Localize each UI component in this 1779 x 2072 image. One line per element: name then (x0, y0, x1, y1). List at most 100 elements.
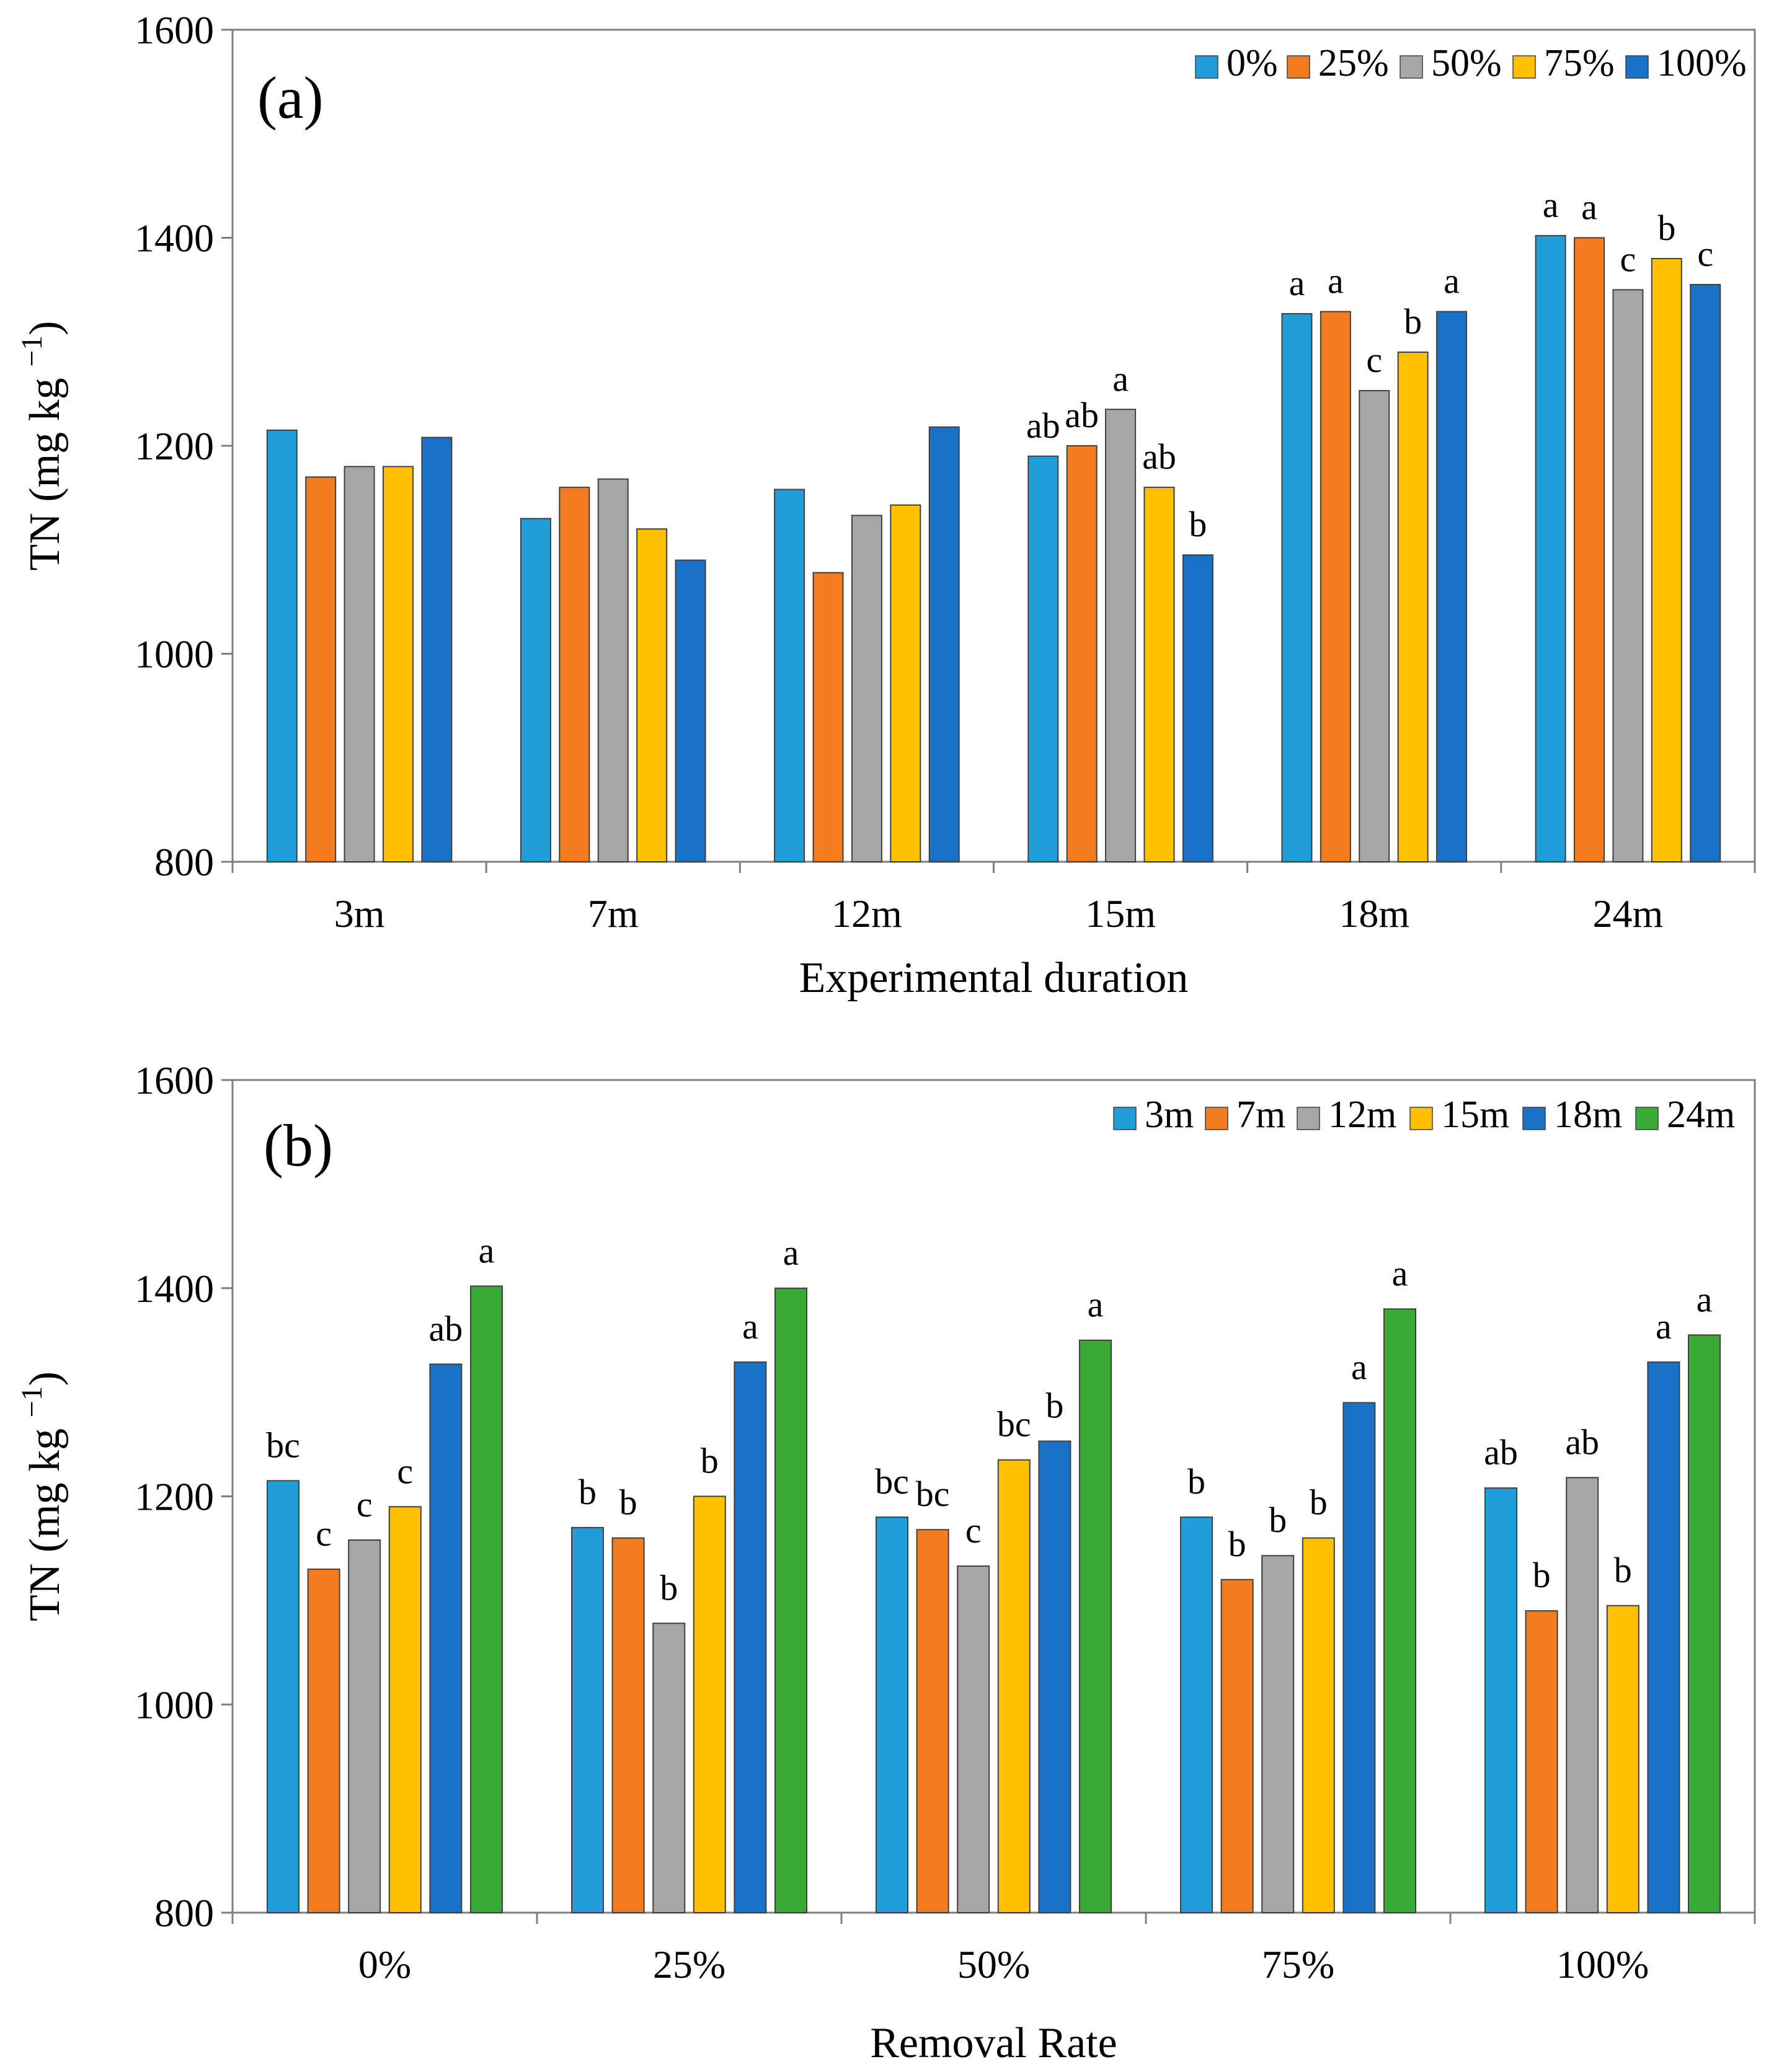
x-tick-label: 18m (1339, 892, 1409, 936)
significance-label: ab (1026, 405, 1060, 446)
significance-label: b (1269, 1500, 1287, 1540)
x-tick-label: 75% (1262, 1942, 1334, 1986)
bar-18m-75pct (1342, 1402, 1376, 1914)
legend: 0% 25% 50% 75% 100% (1195, 42, 1747, 84)
significance-label: c (1366, 340, 1382, 380)
bar-24m-50pct (1079, 1339, 1112, 1913)
bar-50pct-15m (1105, 409, 1137, 862)
bar-18m-100pct (1647, 1361, 1680, 1913)
y-tick-label: 1200 (135, 1475, 214, 1519)
significance-label: a (783, 1233, 799, 1273)
significance-label: b (660, 1567, 678, 1608)
bar-7m-100pct (1525, 1610, 1558, 1914)
significance-label: c (965, 1510, 982, 1551)
legend-label-7m: 7m (1236, 1094, 1285, 1136)
legend-label-0pct: 0% (1227, 42, 1278, 84)
y-tick-label: 1000 (135, 1683, 214, 1727)
x-tick-label: 12m (832, 892, 902, 936)
bar-25pct-24m (1574, 237, 1605, 862)
bar-25pct-3m (305, 476, 337, 862)
significance-label: ab (1484, 1432, 1518, 1472)
bar-100pct-18m (1436, 311, 1468, 863)
bar-25pct-15m (1066, 445, 1098, 862)
y-tick-label: 800 (154, 1891, 214, 1935)
bar-7m-50pct (916, 1529, 949, 1913)
bar-18m-50pct (1038, 1440, 1071, 1914)
x-axis-title: Experimental duration (799, 954, 1189, 1002)
panel-label: (a) (257, 64, 324, 131)
x-tick-label: 100% (1556, 1942, 1649, 1986)
x-tick-label: 3m (334, 892, 385, 936)
significance-label: a (1392, 1253, 1408, 1293)
bar-3m-25pct (571, 1526, 604, 1914)
significance-label: b (1310, 1482, 1328, 1523)
bar-3m-75pct (1180, 1516, 1213, 1913)
legend-swatch-24m (1635, 1107, 1659, 1130)
y-tick-label: 1400 (135, 1267, 214, 1311)
legend-label-12m: 12m (1328, 1094, 1396, 1136)
y-tick-label: 1600 (135, 1058, 214, 1102)
bar-7m-25pct (611, 1537, 645, 1913)
significance-label: c (357, 1484, 373, 1525)
bar-12m-100pct (1566, 1477, 1599, 1913)
y-tick-label: 1000 (135, 632, 214, 676)
significance-label: ab (1065, 395, 1099, 435)
legend-label-75pct: 75% (1544, 42, 1615, 84)
bar-3m-0pct (267, 1480, 299, 1914)
bar-50pct-12m (851, 515, 882, 862)
panel-label: (b) (264, 1112, 333, 1179)
significance-label: a (1289, 263, 1305, 303)
significance-label: bc (916, 1474, 950, 1514)
significance-label: b (619, 1482, 637, 1523)
bar-100pct-3m (421, 436, 453, 862)
bar-18m-0pct (429, 1363, 463, 1914)
significance-label: a (479, 1230, 495, 1270)
legend-swatch-100pct (1625, 55, 1649, 79)
bar-7m-0pct (307, 1569, 340, 1913)
legend-swatch-18m (1522, 1107, 1546, 1130)
legend-swatch-50pct (1400, 55, 1423, 79)
bar-75pct-3m (382, 466, 414, 862)
bar-24m-25pct (774, 1287, 807, 1913)
significance-label: b (1189, 504, 1207, 544)
significance-label: b (1404, 301, 1422, 342)
significance-label: ab (1142, 436, 1176, 477)
significance-label: c (397, 1451, 413, 1491)
x-tick-label: 50% (957, 1942, 1030, 1986)
plot-frame (231, 29, 1756, 863)
x-tick-label: 25% (653, 1942, 725, 1986)
bar-3m-100pct (1484, 1487, 1517, 1914)
significance-label: bc (266, 1425, 300, 1465)
significance-label: a (1444, 261, 1460, 301)
significance-label: a (1656, 1306, 1672, 1347)
y-tick-label: 1600 (135, 8, 214, 52)
bar-24m-100pct (1688, 1334, 1721, 1913)
significance-label: b (579, 1472, 597, 1512)
bar-18m-25pct (734, 1361, 767, 1913)
bar-3m-50pct (876, 1516, 908, 1913)
legend-label-24m: 24m (1667, 1094, 1735, 1136)
bar-12m-25pct (652, 1623, 686, 1914)
significance-label: c (1620, 239, 1636, 279)
legend-label-100pct: 100% (1657, 42, 1747, 84)
bar-0pct-15m (1027, 455, 1059, 862)
significance-label: b (1614, 1550, 1632, 1590)
x-axis-title: Removal Rate (870, 2019, 1117, 2067)
significance-label: a (1351, 1347, 1367, 1387)
bar-75pct-18m (1397, 352, 1429, 862)
significance-label: a (1543, 185, 1559, 225)
bar-0pct-24m (1535, 235, 1566, 862)
bar-25pct-18m (1320, 311, 1351, 863)
bar-0pct-12m (774, 489, 805, 862)
bar-12m-0pct (348, 1539, 381, 1914)
bar-7m-75pct (1220, 1578, 1254, 1914)
significance-label: a (1697, 1279, 1713, 1319)
significance-label: bc (875, 1461, 909, 1502)
y-axis-title: TN (mg kg −1) (16, 1371, 69, 1621)
bar-0pct-18m (1281, 312, 1313, 862)
bar-100pct-12m (928, 426, 960, 862)
y-axis-title: TN (mg kg −1) (16, 321, 69, 571)
